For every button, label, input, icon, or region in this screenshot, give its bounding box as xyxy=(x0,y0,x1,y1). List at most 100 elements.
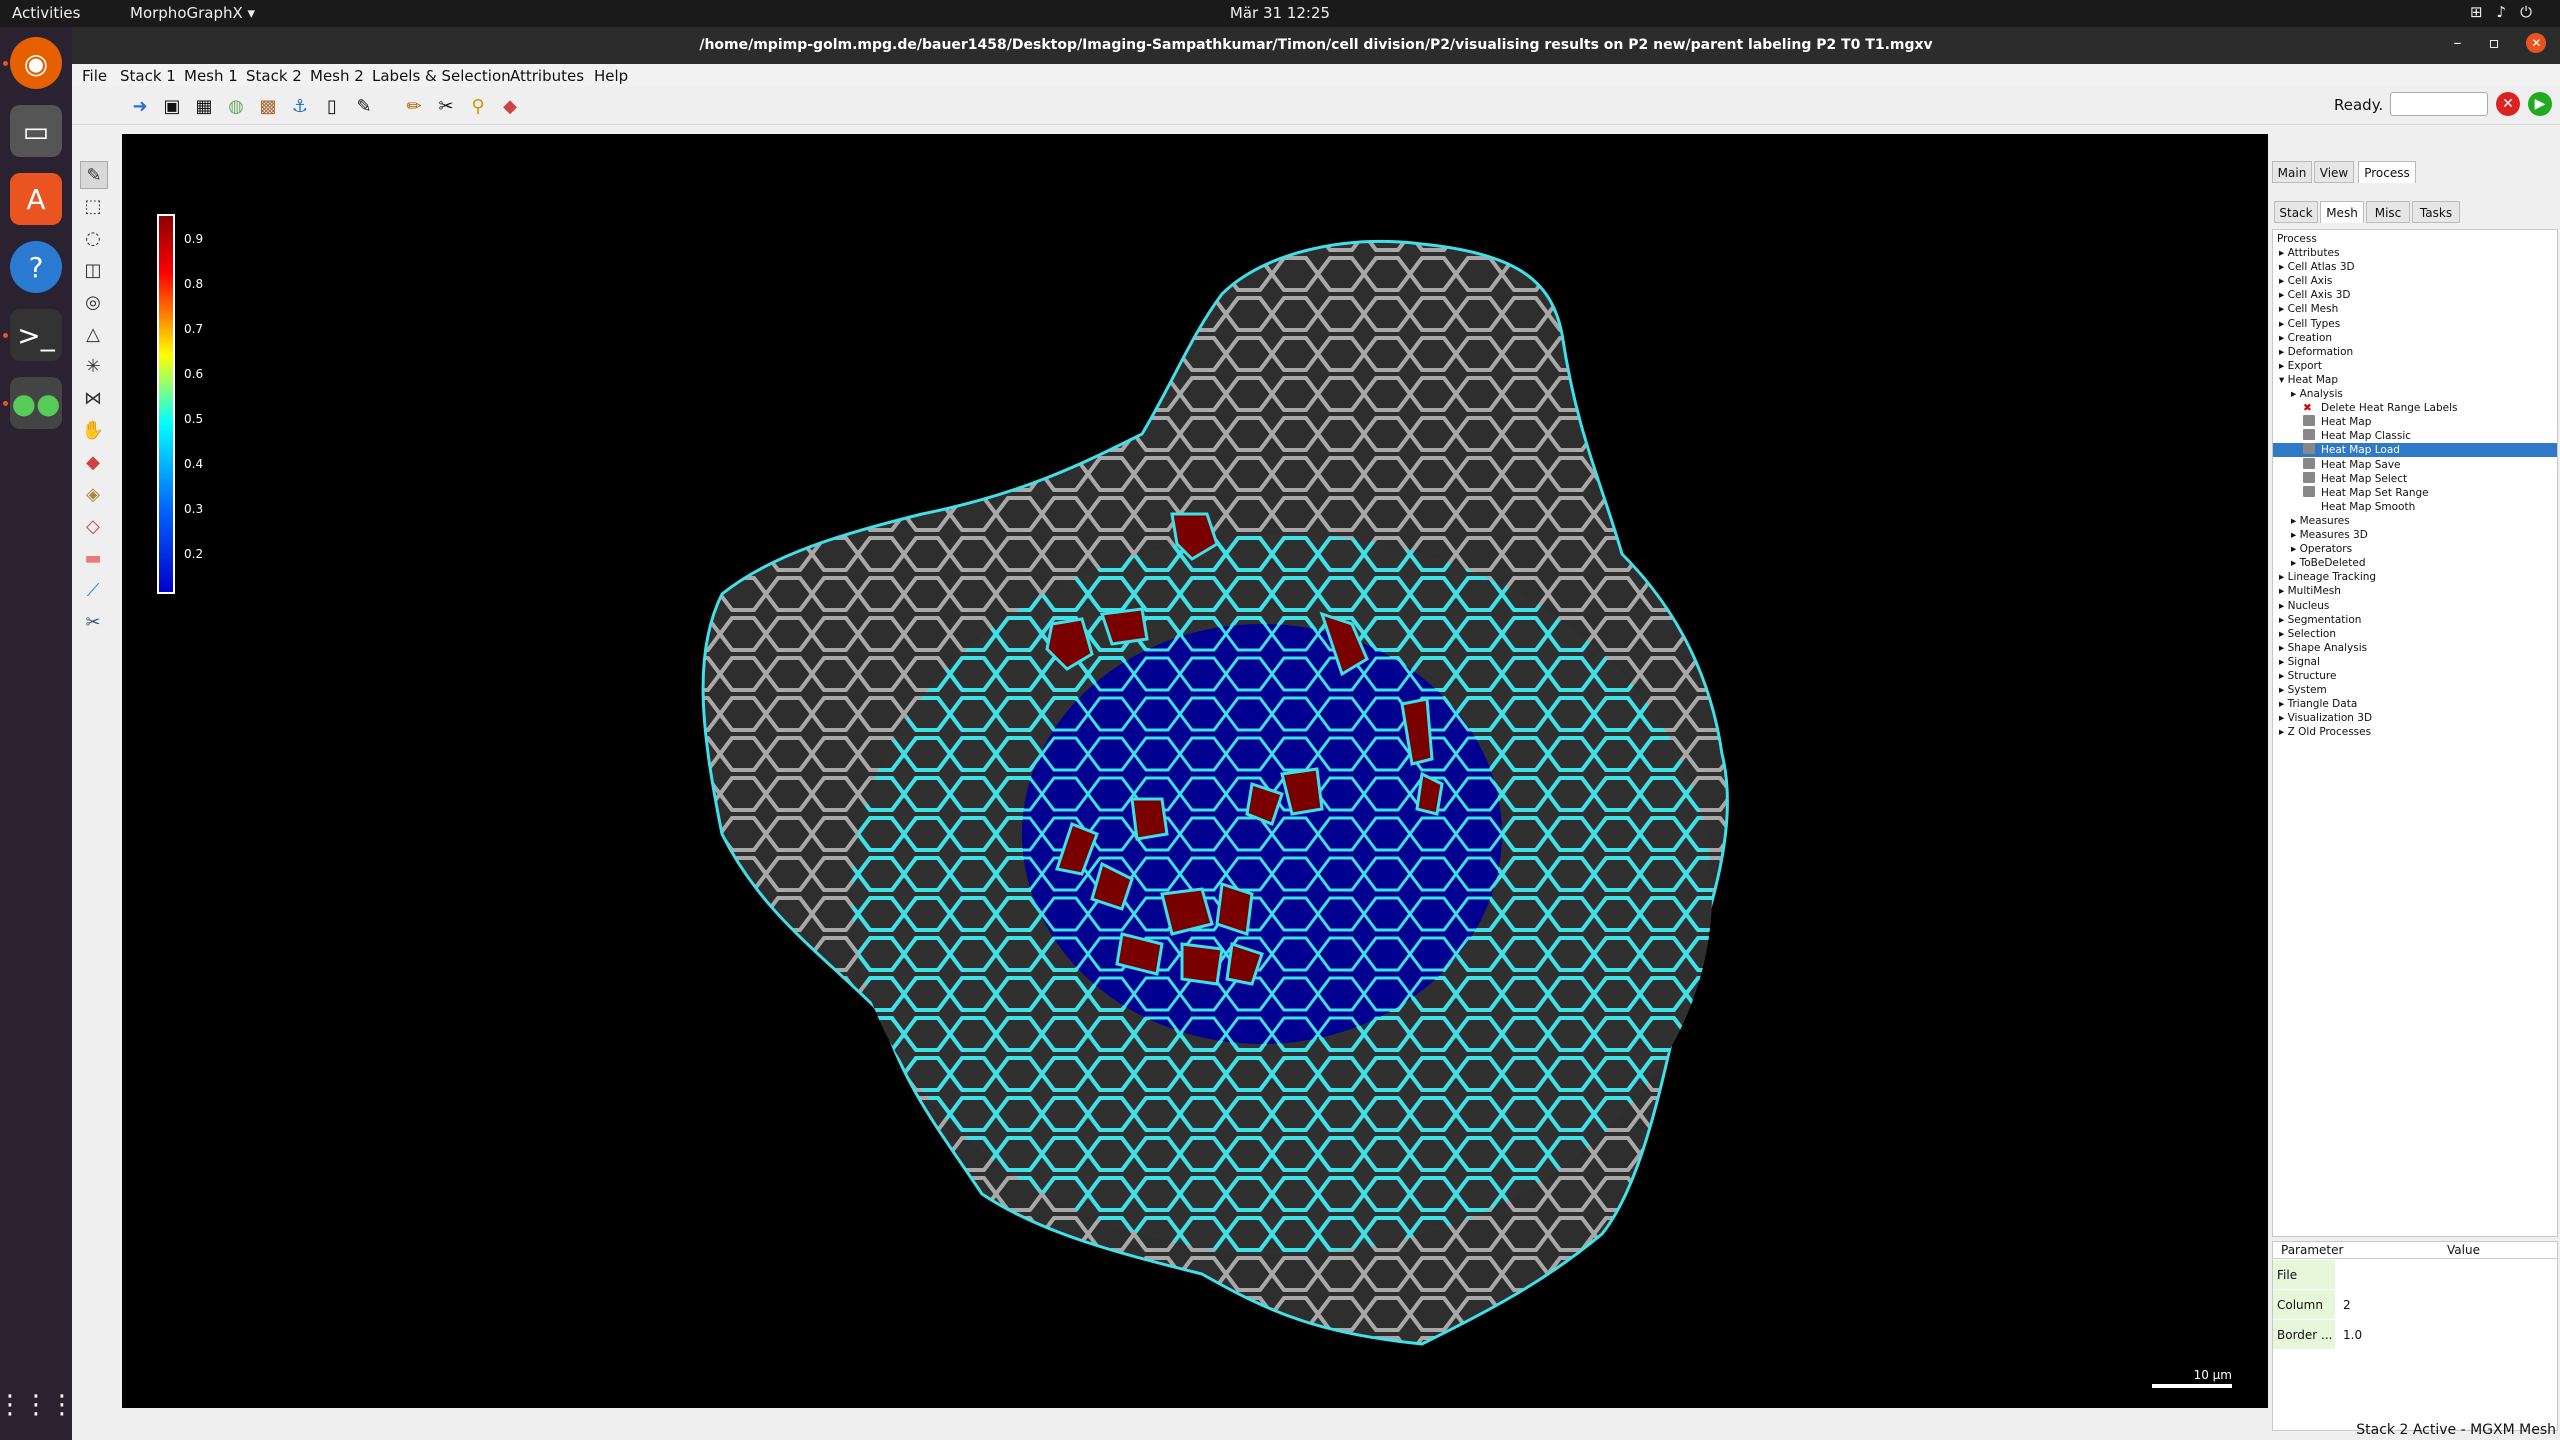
menu-file[interactable]: File xyxy=(82,67,108,85)
param-row[interactable]: Border ... 1.0 xyxy=(2273,1320,2557,1350)
tree-item[interactable]: ▸ Visualization 3D xyxy=(2273,711,2557,725)
tree-item[interactable]: Heat Map xyxy=(2273,415,2557,429)
clapper-icon[interactable]: ▦ xyxy=(195,95,213,117)
app-menu[interactable]: MorphoGraphX ▾ xyxy=(130,4,256,22)
tree-item[interactable]: ▾ Heat Map xyxy=(2273,373,2557,387)
fill-icon[interactable]: ◆ xyxy=(503,95,517,117)
menu-stack-1[interactable]: Stack 1 xyxy=(120,67,176,85)
tree-item[interactable]: ▸ Measures 3D xyxy=(2273,528,2557,542)
tree-item[interactable]: ▸ Segmentation xyxy=(2273,613,2557,627)
cut-icon[interactable]: ✂ xyxy=(85,611,101,633)
tree-item[interactable]: ▸ Structure xyxy=(2273,669,2557,683)
tree-item[interactable]: ▸ Operators xyxy=(2273,542,2557,556)
tree-item[interactable]: ▸ Cell Axis 3D xyxy=(2273,288,2557,302)
help-icon[interactable]: ? xyxy=(10,241,62,293)
rect-select-icon[interactable]: ⬚ xyxy=(84,195,102,217)
subtab-tasks[interactable]: Tasks xyxy=(2412,201,2460,223)
tree-item[interactable]: ▸ Nucleus xyxy=(2273,599,2557,613)
tree-item[interactable]: Heat Map Load xyxy=(2273,443,2557,458)
menu-stack-2[interactable]: Stack 2 xyxy=(246,67,302,85)
tree-item[interactable]: ▸ Analysis xyxy=(2273,387,2557,401)
tree-item[interactable]: ▸ MultiMesh xyxy=(2273,584,2557,598)
fill-label-icon[interactable]: ◆ xyxy=(86,451,100,473)
pencil-icon[interactable]: ✏ xyxy=(406,95,422,117)
scissors-icon[interactable]: ✂ xyxy=(438,95,454,117)
terminal-icon[interactable]: >_ xyxy=(10,309,62,361)
triangle-icon[interactable]: △ xyxy=(86,323,100,345)
param-row[interactable]: Column 2 xyxy=(2273,1290,2557,1320)
param-row[interactable]: File Name xyxy=(2273,1260,2557,1290)
tree-item[interactable]: Heat Map Save xyxy=(2273,457,2557,472)
mesh-select-icon[interactable]: ◎ xyxy=(85,291,101,313)
tab-process[interactable]: Process xyxy=(2358,161,2416,183)
menu-labels-selection[interactable]: Labels & Selection xyxy=(372,67,511,85)
show-apps-icon[interactable]: ⋮⋮⋮ xyxy=(0,1390,75,1420)
grab-icon[interactable]: ⋈ xyxy=(84,387,102,409)
3d-viewport[interactable]: 0.9 0.8 0.7 0.6 0.5 0.4 0.3 0.2 10 µm xyxy=(122,134,2268,1408)
image-icon[interactable]: ▩ xyxy=(259,95,277,117)
subtab-stack[interactable]: Stack xyxy=(2274,201,2318,223)
tree-item[interactable]: ▸ Attributes xyxy=(2273,246,2557,260)
tree-item[interactable]: ▸ Triangle Data xyxy=(2273,697,2557,711)
tree-item[interactable]: ▸ Shape Analysis xyxy=(2273,641,2557,655)
tree-item[interactable]: ✖ Delete Heat Range Labels xyxy=(2273,401,2557,415)
lasso-icon[interactable]: ◌ xyxy=(85,227,101,249)
menu-mesh-1[interactable]: Mesh 1 xyxy=(184,67,238,85)
tree-item[interactable]: ▸ Cell Types xyxy=(2273,317,2557,331)
palette-icon[interactable]: ◍ xyxy=(228,95,244,117)
tree-item[interactable]: ▸ Deformation xyxy=(2273,345,2557,359)
document-icon[interactable]: ▯ xyxy=(327,95,337,117)
tree-item[interactable]: Heat Map Select xyxy=(2273,471,2557,486)
wand-icon[interactable]: ⚲ xyxy=(471,95,485,117)
tab-main[interactable]: Main xyxy=(2272,161,2312,183)
bucket-icon[interactable]: ◇ xyxy=(86,515,100,537)
brush-icon[interactable]: ⟋ xyxy=(86,579,100,601)
close-icon[interactable]: ✕ xyxy=(2526,33,2547,53)
run-button[interactable]: ▶ xyxy=(2528,92,2552,116)
tree-item[interactable]: ▸ Measures xyxy=(2273,514,2557,528)
tree-item[interactable]: ▸ Cell Axis xyxy=(2273,274,2557,288)
files-icon[interactable]: ▭ xyxy=(10,105,62,157)
star-icon[interactable]: ✳ xyxy=(85,355,101,377)
tree-item[interactable]: ▸ Export xyxy=(2273,359,2557,373)
tree-item[interactable]: ▸ ToBeDeleted xyxy=(2273,556,2557,570)
firefox-icon[interactable]: ◉ xyxy=(10,37,62,89)
param-value[interactable]: 1.0 xyxy=(2343,1328,2363,1342)
edit-icon[interactable]: ✎ xyxy=(356,95,372,117)
stop-button[interactable]: ✕ xyxy=(2496,92,2520,116)
camera-icon[interactable]: ▣ xyxy=(163,95,181,117)
tree-item[interactable]: ▸ System xyxy=(2273,683,2557,697)
tree-item[interactable]: ▸ Lineage Tracking xyxy=(2273,570,2557,584)
menu-mesh-2[interactable]: Mesh 2 xyxy=(310,67,364,85)
param-value[interactable]: 2 xyxy=(2343,1298,2351,1312)
menu-help[interactable]: Help xyxy=(594,67,629,85)
menu-attributes[interactable]: Attributes xyxy=(510,67,585,85)
tree-item[interactable]: Heat Map Set Range xyxy=(2273,485,2557,500)
morphographx-icon[interactable]: ●● xyxy=(10,377,62,429)
tree-item[interactable]: Heat Map Smooth xyxy=(2273,500,2557,514)
tree-item[interactable]: ▸ Cell Atlas 3D xyxy=(2273,260,2557,274)
software-center-icon[interactable]: A xyxy=(10,173,62,225)
tree-item[interactable]: ▸ Signal xyxy=(2273,655,2557,669)
tree-item[interactable]: Heat Map Classic xyxy=(2273,429,2557,443)
eraser-icon[interactable]: ▬ xyxy=(84,547,102,569)
tree-item[interactable]: ▸ Creation xyxy=(2273,331,2557,345)
paint-icon[interactable]: ◈ xyxy=(86,483,100,505)
clock[interactable]: Mär 31 12:25 xyxy=(1229,4,1331,22)
tab-view[interactable]: View xyxy=(2314,161,2354,183)
activities-button[interactable]: Activities xyxy=(12,4,81,22)
subtab-mesh[interactable]: Mesh xyxy=(2320,201,2364,223)
hand-icon[interactable]: ✋ xyxy=(81,419,105,441)
tree-item[interactable]: ▸ Cell Mesh xyxy=(2273,302,2557,316)
anchor-icon[interactable]: ⚓ xyxy=(291,95,309,117)
system-tray[interactable]: ⊞♪⏻ xyxy=(2470,3,2546,21)
tree-item[interactable]: ▸ Selection xyxy=(2273,627,2557,641)
pick-tool-icon[interactable]: ✎ xyxy=(80,161,108,189)
title-bar[interactable]: /home/mpimp-golm.mpg.de/bauer1458/Deskto… xyxy=(72,27,2560,64)
maximize-icon[interactable]: ▫ xyxy=(2488,33,2500,52)
minimize-icon[interactable]: – xyxy=(2453,33,2462,52)
arrow-icon[interactable]: ➜ xyxy=(132,95,148,117)
tree-item[interactable]: ▸ Z Old Processes xyxy=(2273,725,2557,739)
cube-select-icon[interactable]: ◫ xyxy=(84,259,102,281)
subtab-misc[interactable]: Misc xyxy=(2366,201,2410,223)
